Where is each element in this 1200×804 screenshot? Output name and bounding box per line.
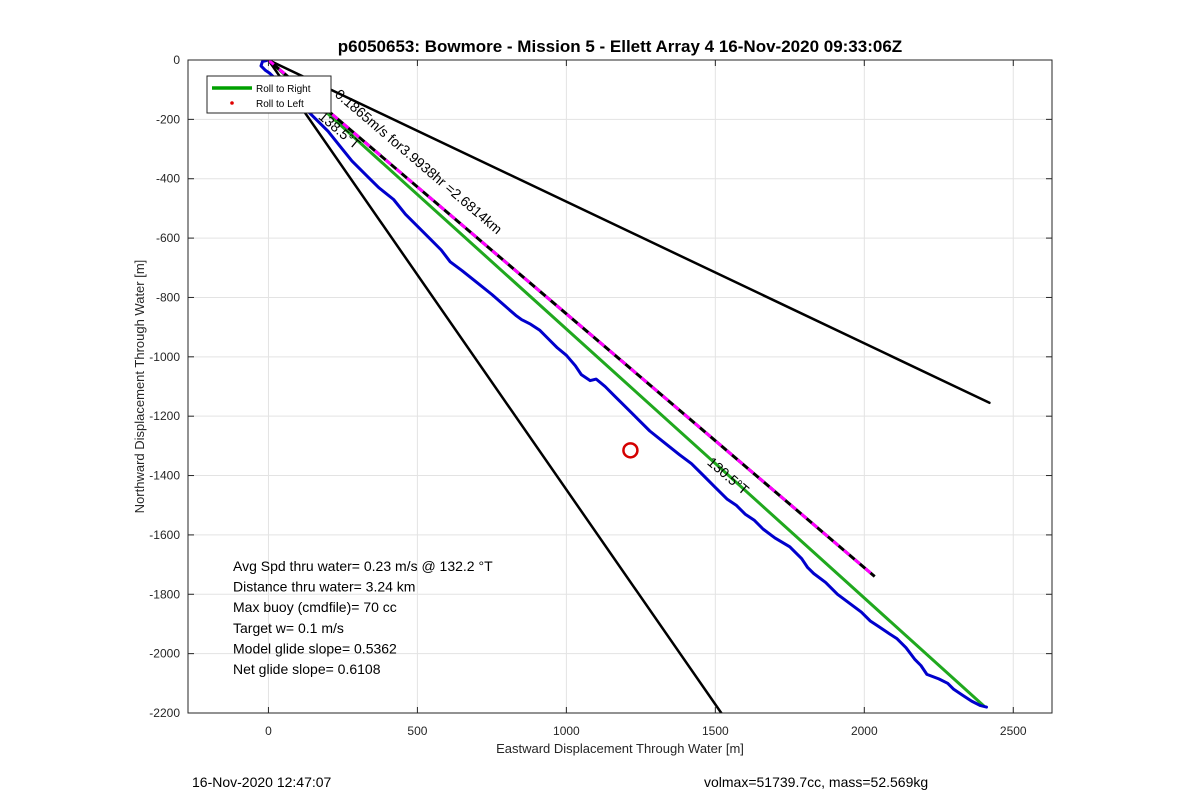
stats-line: Distance thru water= 3.24 km xyxy=(233,579,415,595)
chart-title: p6050653: Bowmore - Mission 5 - Ellett A… xyxy=(338,37,902,56)
axes-box xyxy=(187,59,1053,714)
series-track-line-dash xyxy=(267,60,876,578)
plot-area xyxy=(188,60,1052,713)
footer-volmax-mass: volmax=51739.7cc, mass=52.569kg xyxy=(704,774,929,790)
y-axis-label: Northward Displacement Through Water [m] xyxy=(132,260,147,514)
legend-box xyxy=(206,75,332,114)
series-line-3 xyxy=(267,60,723,713)
y-tick-label: -1200 xyxy=(149,409,180,423)
stats-line: Target w= 0.1 m/s xyxy=(233,620,344,636)
footer-timestamp: 16-Nov-2020 12:47:07 xyxy=(192,774,332,790)
series-group xyxy=(259,60,991,713)
x-tick-label: 2000 xyxy=(851,724,878,738)
stats-line: Avg Spd thru water= 0.23 m/s @ 132.2 °T xyxy=(233,558,493,574)
y-tick-label: -400 xyxy=(156,172,180,186)
y-tick-label: 0 xyxy=(173,53,180,67)
series-line-0 xyxy=(266,60,985,708)
series-line-1 xyxy=(259,60,988,709)
y-tick-label: -1400 xyxy=(149,469,180,483)
x-tick-label: 0 xyxy=(265,724,272,738)
y-tick-label: -1600 xyxy=(149,528,180,542)
stats-line: Max buoy (cmdfile)= 70 cc xyxy=(233,599,397,615)
stats-line: Net glide slope= 0.6108 xyxy=(233,661,381,677)
y-tick-label: -800 xyxy=(156,290,180,304)
y-tick-label: -2200 xyxy=(149,706,180,720)
x-tick-label: 1500 xyxy=(702,724,729,738)
y-tick-label: -600 xyxy=(156,231,180,245)
y-tick-label: -1800 xyxy=(149,587,180,601)
y-tick-label: -2000 xyxy=(149,647,180,661)
series-line-2 xyxy=(267,60,991,405)
legend-label: Roll to Left xyxy=(256,99,304,110)
x-tick-label: 500 xyxy=(407,724,427,738)
marker-circle xyxy=(622,442,639,459)
y-tick-label: -1000 xyxy=(149,350,180,364)
x-tick-label: 2500 xyxy=(1000,724,1027,738)
legend-swatch-marker xyxy=(230,101,234,105)
y-tick-label: -200 xyxy=(156,112,180,126)
stats-line: Model glide slope= 0.5362 xyxy=(233,640,397,656)
x-tick-label: 1000 xyxy=(553,724,580,738)
x-axis-label: Eastward Displacement Through Water [m] xyxy=(496,741,744,756)
legend-label: Roll to Right xyxy=(256,84,311,95)
